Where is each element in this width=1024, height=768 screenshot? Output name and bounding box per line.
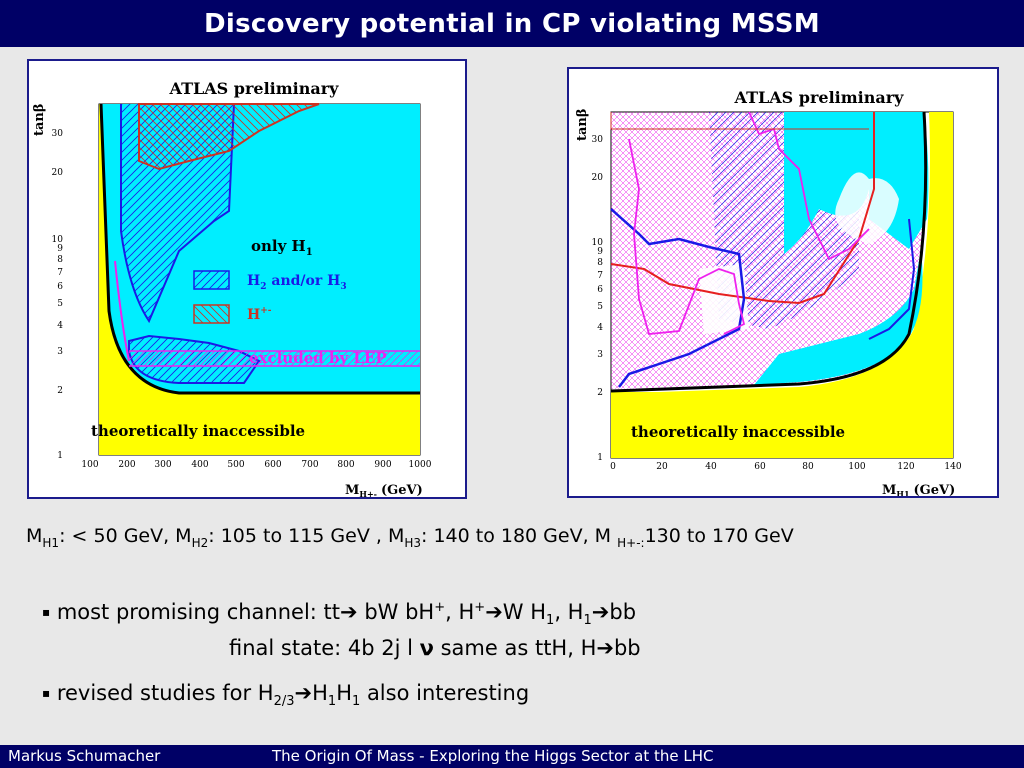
bullet-marker: ▪ (42, 686, 51, 700)
right-yellow-region (611, 112, 953, 458)
right-xtick: 140 (944, 462, 961, 472)
lep-label: excluded by LEP (249, 349, 387, 367)
right-theo-label: theoretically inaccessible (631, 423, 845, 441)
right-xtick: 20 (656, 462, 668, 472)
left-plot-canvas: ATLAS preliminary tanβ 1 2 3 4 5 6 7 8 9… (32, 79, 432, 497)
left-ytick: 30 (52, 129, 64, 139)
right-xtick: 120 (897, 462, 914, 472)
left-ytick: 8 (57, 255, 63, 265)
arrow-icon: ➔ (294, 681, 313, 705)
right-ylabel: tanβ (575, 108, 590, 141)
left-ytick: 2 (57, 386, 63, 396)
left-ytick: 20 (52, 168, 64, 178)
slide-title: Discovery potential in CP violating MSSM (0, 0, 1024, 47)
left-xtick: 500 (227, 460, 244, 470)
mass-ranges-line: MH1: < 50 GeV, MH2: 105 to 115 GeV , MH3… (26, 525, 794, 550)
legend-box-hpm (193, 304, 230, 324)
right-ytick: 20 (592, 173, 604, 183)
legend-h23-label: H2 and/or H3 (247, 273, 347, 292)
left-xtick: 600 (264, 460, 281, 470)
right-yticks: 1 2 3 4 5 6 7 8 9 10 20 30 (592, 135, 604, 463)
arrow-icon: ➔ (591, 600, 610, 624)
left-plot-header: ATLAS preliminary (169, 79, 340, 98)
right-xtick: 60 (754, 462, 766, 472)
right-xtick: 100 (848, 462, 865, 472)
left-ytick: 7 (57, 268, 63, 278)
left-ylabel: tanβ (32, 103, 47, 136)
right-ytick: 30 (592, 135, 604, 145)
right-ytick: 5 (597, 302, 603, 312)
left-xtick: 100 (81, 460, 98, 470)
left-ytick: 3 (57, 347, 63, 357)
footer-author: Markus Schumacher (8, 747, 161, 765)
left-xtick: 300 (154, 460, 171, 470)
legend-only-h1: only H1 (251, 237, 313, 258)
left-xtick: 700 (301, 460, 318, 470)
right-ytick: 8 (597, 258, 603, 268)
legend-box-h23 (193, 270, 230, 290)
left-xtick: 800 (337, 460, 354, 470)
right-xticks: 0 20 40 60 80 100 120 140 (610, 462, 962, 472)
left-yticks: 1 2 3 4 5 6 7 8 9 10 20 30 (52, 129, 64, 461)
left-xtick: 1000 (409, 460, 432, 470)
arrow-icon: ➔ (596, 636, 614, 660)
legend-hpm-label: H+- (247, 306, 272, 323)
left-ytick: 5 (57, 299, 63, 309)
left-plot: ATLAS preliminary tanβ 1 2 3 4 5 6 7 8 9… (27, 59, 467, 499)
right-xlabel: MH1 (GeV) (882, 483, 955, 496)
left-xtick: 200 (118, 460, 135, 470)
right-xtick: 0 (610, 462, 616, 472)
right-cyan-upper (784, 112, 869, 254)
footer-bar: Markus Schumacher The Origin Of Mass - E… (0, 745, 1024, 768)
right-plot-canvas: ATLAS preliminary tanβ 1 2 3 4 5 6 7 8 9… (575, 88, 962, 496)
right-plot-header: ATLAS preliminary (734, 88, 905, 107)
left-xtick: 400 (191, 460, 208, 470)
left-ytick: 9 (57, 244, 63, 254)
right-ytick: 7 (597, 271, 603, 281)
right-xtick: 40 (705, 462, 717, 472)
left-ytick: 10 (52, 235, 64, 245)
footer-talk-title: The Origin Of Mass - Exploring the Higgs… (272, 747, 714, 765)
bullet-revised-studies: ▪ revised studies for H2/3➔H1H1 also int… (42, 681, 530, 710)
right-ytick: 4 (597, 323, 603, 333)
right-xtick: 80 (802, 462, 814, 472)
left-yellow-region (99, 104, 420, 455)
right-ytick: 9 (597, 247, 603, 257)
bullet-promising-channel: ▪ most promising channel: tt➔ bW bH+, H+… (42, 600, 637, 629)
left-xtick: 900 (374, 460, 391, 470)
arrow-icon: ➔ (485, 600, 503, 624)
left-xlabel: MH+- (GeV) (345, 483, 423, 497)
right-ytick: 2 (597, 388, 603, 398)
right-ytick: 1 (597, 453, 603, 463)
left-ytick: 6 (57, 282, 63, 292)
right-cyan-lower (754, 249, 923, 385)
final-state-line: final state: 4b 2j l ν same as ttH, H➔bb (229, 636, 641, 660)
left-ytick: 1 (57, 451, 63, 461)
arrow-icon: ➔ (340, 600, 358, 624)
right-plot: ATLAS preliminary tanβ 1 2 3 4 5 6 7 8 9… (567, 67, 999, 498)
bullet-marker: ▪ (42, 605, 51, 619)
right-ytick: 3 (597, 350, 603, 360)
left-xticks: 100 200 300 400 500 600 700 800 900 1000 (81, 460, 431, 470)
right-ytick: 10 (592, 238, 604, 248)
left-theo-label: theoretically inaccessible (91, 422, 305, 440)
left-ytick: 4 (57, 321, 63, 331)
right-ytick: 6 (597, 285, 603, 295)
